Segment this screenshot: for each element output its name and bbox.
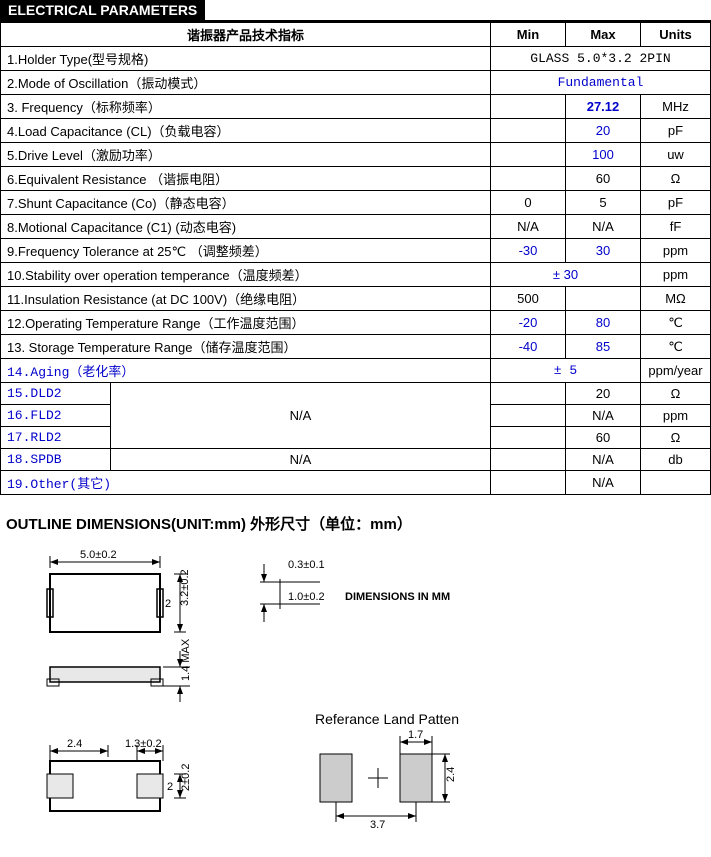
- dim-padtol: 1.3±0.2: [125, 738, 162, 750]
- header-units: Units: [641, 23, 711, 47]
- table-row: 3. Frequency（标称频率）27.12MHz: [1, 95, 711, 119]
- table-row: 12.Operating Temperature Range（工作温度范围）-2…: [1, 311, 711, 335]
- dim-label: DIMENSIONS IN MM: [345, 591, 450, 603]
- table-row: 18.SPDBN/AN/Adb: [1, 449, 711, 471]
- table-row: 7.Shunt Capacitance (Co)（静态电容）05pF: [1, 191, 711, 215]
- side-view: 1.4 MAX: [47, 638, 192, 702]
- header-max: Max: [566, 23, 641, 47]
- drawings-area: 2 5.0±0.2 3.2±0.2 0.3±0.1 1.0±0.2 DIMENS…: [30, 544, 711, 854]
- table-row: 11.Insulation Resistance (at DC 100V)（绝缘…: [1, 287, 711, 311]
- table-row: 19.Other(其它)N/A: [1, 471, 711, 495]
- land-title: Referance Land Patten: [315, 711, 459, 727]
- parameters-table: 谐振器产品技术指标 Min Max Units 1.Holder Type(型号…: [0, 22, 711, 495]
- table-row: 5.Drive Level（激励功率）100uw: [1, 143, 711, 167]
- table-row: 4.Load Capacitance (CL)（负载电容）20pF: [1, 119, 711, 143]
- table-row: 1.Holder Type(型号规格)GLASS 5.0*3.2 2PIN: [1, 47, 711, 71]
- dim-landw: 1.7: [408, 729, 423, 741]
- table-row: 13. Storage Temperature Range（储存温度范围）-40…: [1, 335, 711, 359]
- table-row: 15.DLD2N/A20Ω: [1, 383, 711, 405]
- header-param: 谐振器产品技术指标: [1, 23, 491, 47]
- table-row: 10.Stability over operation temperance（温…: [1, 263, 711, 287]
- dim-landpitch: 3.7: [370, 819, 385, 831]
- dim-t: 0.3±0.1: [288, 559, 325, 571]
- land-pattern: Referance Land Patten 1.7 2.4 3.7: [315, 711, 459, 831]
- dim-pad: 2.4: [67, 738, 82, 750]
- table-row: 14.Aging（老化率）± 5ppm/year: [1, 359, 711, 383]
- table-header-row: 谐振器产品技术指标 Min Max Units: [1, 23, 711, 47]
- table-row: 6.Equivalent Resistance （谐振电阻）60Ω: [1, 167, 711, 191]
- dim-padh: 2±0.2: [180, 764, 192, 791]
- outline-drawings: 2 5.0±0.2 3.2±0.2 0.3±0.1 1.0±0.2 DIMENS…: [30, 544, 690, 854]
- dimensions-title: OUTLINE DIMENSIONS(UNIT:mm) 外形尺寸（单位：mm）: [6, 513, 711, 534]
- bottom-view: 2 2.4 1.3±0.2 2±0.2: [47, 738, 192, 811]
- top-view: 2 5.0±0.2 3.2±0.2: [47, 549, 191, 632]
- pin2-label: 2: [165, 598, 171, 610]
- dim-th: 1.0±0.2: [288, 591, 325, 603]
- table-row: 8.Motional Capacitance (C1) (动态电容)N/AN/A…: [1, 215, 711, 239]
- dim-landh: 2.4: [445, 767, 457, 782]
- dim-w: 5.0±0.2: [80, 549, 117, 561]
- table-row: 9.Frequency Tolerance at 25℃ （调整频差）-3030…: [1, 239, 711, 263]
- section-title: ELECTRICAL PARAMETERS: [0, 0, 205, 20]
- dim-maxh: 1.4 MAX: [180, 638, 192, 681]
- thickness-view: 0.3±0.1 1.0±0.2 DIMENSIONS IN MM: [260, 559, 450, 622]
- section-title-bar: ELECTRICAL PARAMETERS: [0, 0, 711, 22]
- pin2-label-2: 2: [167, 781, 173, 793]
- header-min: Min: [491, 23, 566, 47]
- table-row: 2.Mode of Oscillation（振动模式）Fundamental: [1, 71, 711, 95]
- dim-h: 3.2±0.2: [179, 569, 191, 606]
